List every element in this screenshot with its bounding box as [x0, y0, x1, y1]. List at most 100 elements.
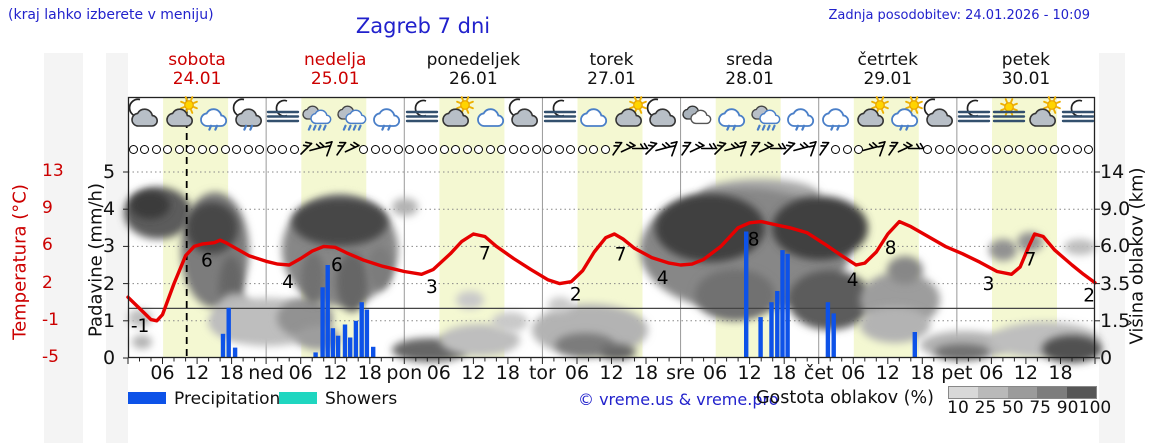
- wind-calm-icon: [1072, 141, 1082, 154]
- x-axis-label: pon: [386, 362, 423, 384]
- axis-tick-label: 6.0: [1100, 235, 1131, 258]
- day-header: nedelja 25.01: [304, 50, 367, 89]
- svg-text:7: 7: [479, 244, 491, 265]
- bottom-legend-row: Precipitation Showers © vreme.us & vreme…: [0, 386, 1152, 422]
- wind-calm-icon: [439, 141, 449, 154]
- wind-calm-icon: [428, 141, 438, 154]
- showers-label: Showers: [325, 389, 398, 409]
- temp-axis-ticks: 13 9 6 2 -1 -5: [42, 97, 70, 367]
- axis-tick-label: 9: [42, 198, 53, 219]
- wind-calm-icon: [934, 141, 944, 154]
- svg-text:2: 2: [1083, 286, 1095, 307]
- wind-calm-icon: [174, 141, 184, 154]
- svg-text:3: 3: [426, 277, 438, 298]
- credit-link[interactable]: © vreme.us & vreme.pro: [578, 390, 779, 409]
- last-update: Zadnja posodobitev: 24.01.2026 - 10:09: [828, 8, 1090, 23]
- wind-calm-icon: [289, 141, 299, 154]
- left-precip-strip: [106, 53, 128, 443]
- x-axis-label: 12: [737, 362, 762, 384]
- wind-calm-icon: [1084, 141, 1094, 154]
- x-axis-label: 06: [703, 362, 728, 384]
- x-axis-label: pet: [941, 362, 973, 384]
- svg-text:-1: -1: [131, 316, 149, 337]
- wind-calm-icon: [520, 141, 530, 154]
- axis-tick-label: 6: [42, 235, 53, 256]
- wind-calm-icon: [566, 141, 576, 154]
- wind-calm-icon: [1015, 141, 1025, 154]
- temp-axis-title: Temperatura (°C): [9, 184, 31, 340]
- weather-icons-row: [128, 96, 1095, 138]
- x-axis-label: 12: [323, 362, 348, 384]
- wind-calm-icon: [543, 141, 553, 154]
- wind-calm-icon: [140, 141, 150, 154]
- wind-calm-icon: [278, 141, 288, 154]
- wind-calm-icon: [359, 141, 368, 154]
- wind-calm-icon: [1061, 141, 1071, 154]
- wind-calm-icon: [382, 141, 391, 154]
- wind-calm-icon: [266, 141, 276, 154]
- wind-calm-icon: [531, 141, 541, 154]
- x-axis-labels: 06 12 18 ned 06 12 18 pon 06 12 18 tor 06 12 18 sre 06 12…: [128, 362, 1095, 386]
- wind-calm-icon: [243, 141, 253, 154]
- cloud-density-tick: 75: [1029, 398, 1052, 418]
- wind-calm-icon: [980, 141, 990, 154]
- x-axis-label: sre: [666, 362, 696, 384]
- right-cloud-strip: [1099, 53, 1125, 443]
- cloud-density-segment: [1066, 387, 1097, 398]
- wind-calm-icon: [1003, 141, 1013, 154]
- cloud-density-tick: 25: [974, 398, 997, 418]
- cloud-density-tick: 50: [1001, 398, 1024, 418]
- x-axis-label: 18: [357, 362, 382, 384]
- x-axis-label: 12: [875, 362, 900, 384]
- svg-text:6: 6: [331, 255, 343, 276]
- wind-calm-icon: [600, 141, 610, 154]
- svg-text:4: 4: [282, 272, 294, 293]
- x-axis-label: čet: [803, 362, 834, 384]
- menu-hint: (kraj lahko izberete v meniju): [8, 7, 214, 23]
- wind-symbols-row: [128, 141, 1095, 158]
- wind-calm-icon: [255, 141, 265, 154]
- svg-text:4: 4: [847, 270, 859, 291]
- x-axis-label: tor: [528, 362, 556, 384]
- cloud-density-segment: [1037, 387, 1067, 398]
- x-axis-label: 12: [599, 362, 624, 384]
- wind-calm-icon: [393, 141, 403, 154]
- wind-calm-icon: [209, 141, 219, 154]
- axis-tick-label: 4: [103, 198, 116, 221]
- wind-calm-icon: [831, 141, 840, 154]
- wind-calm-icon: [946, 141, 956, 154]
- cloud-density-tick: 10: [947, 398, 969, 418]
- svg-text:3: 3: [983, 274, 995, 295]
- wind-calm-icon: [554, 141, 564, 154]
- cloud-axis-ticks: 14 9.0 6.0 3.5 1.5 0: [1095, 97, 1141, 369]
- x-axis-label: 18: [495, 362, 520, 384]
- wind-calm-icon: [969, 141, 979, 154]
- day-header: ponedeljek 26.01: [426, 50, 521, 89]
- x-axis-label: 06: [150, 362, 175, 384]
- day-header: sobota 24.01: [168, 50, 226, 89]
- x-axis-label: ned: [248, 362, 284, 384]
- wind-calm-icon: [589, 141, 599, 154]
- wind-calm-icon: [232, 141, 242, 154]
- svg-text:2: 2: [570, 284, 582, 305]
- plot-area: -1 6 4 6 3 7 2 7 4 8 4 8 3 7 2: [123, 96, 1102, 364]
- precipitation-label: Precipitation: [174, 389, 281, 409]
- svg-text:4: 4: [657, 268, 669, 289]
- wind-calm-icon: [923, 141, 933, 154]
- precip-axis-ticks: 5 4 3 2 1 0: [103, 97, 126, 369]
- x-axis-label: 12: [461, 362, 486, 384]
- axis-tick-label: 0: [103, 347, 116, 369]
- x-axis-label: 18: [633, 362, 659, 384]
- page-title: Zagreb 7 dni: [355, 14, 491, 38]
- x-axis-label: 18: [219, 362, 244, 384]
- cloud-density-scale-ticks: 10 25 50 75 90 100: [947, 398, 1111, 418]
- svg-text:7: 7: [615, 245, 627, 266]
- x-axis-label: 12: [185, 362, 210, 384]
- wind-calm-icon: [220, 141, 230, 154]
- x-axis-label: 18: [1048, 362, 1073, 384]
- wind-calm-icon: [577, 141, 587, 154]
- wind-calm-icon: [485, 141, 495, 154]
- wind-calm-icon: [128, 141, 138, 154]
- wind-calm-icon: [405, 141, 414, 154]
